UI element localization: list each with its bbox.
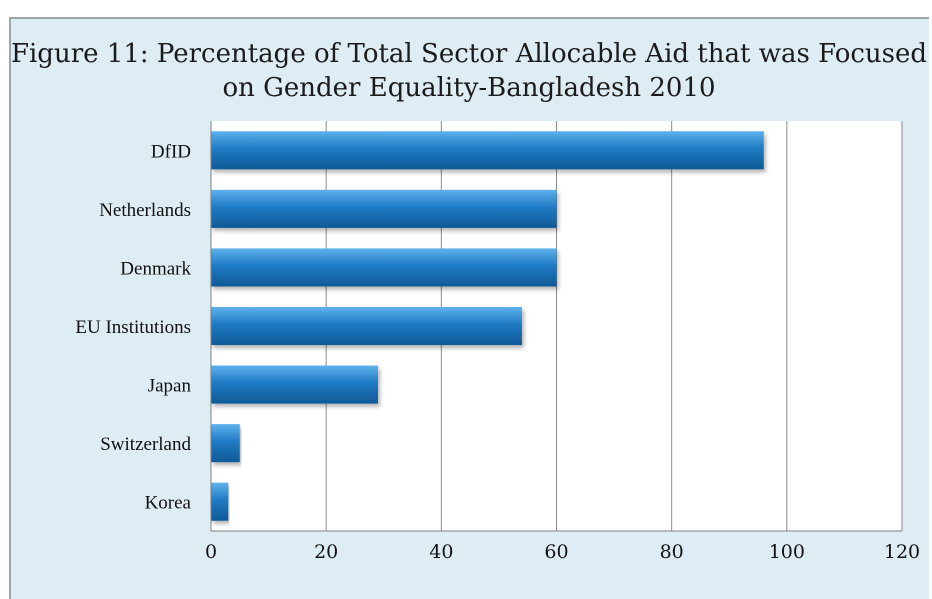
tick-labels: 0 20 40 60 80 100 120 — [205, 541, 920, 563]
bar-netherlands — [211, 189, 557, 228]
bar-switzerland — [211, 424, 240, 463]
category-labels: DfID Netherlands Denmark EU Institutions Jap… — [75, 141, 191, 513]
x-tick-label: 80 — [660, 541, 684, 563]
bar-denmark — [211, 248, 557, 287]
chart-title: Figure 11: Percentage of Total Sector Al… — [10, 39, 928, 103]
x-tick-label: 0 — [205, 541, 217, 563]
bars — [211, 131, 764, 521]
bar-eu-institutions — [211, 306, 522, 346]
x-tick-label: 100 — [769, 541, 805, 563]
category-label: DfID — [151, 141, 191, 162]
category-label: Denmark — [120, 258, 191, 279]
bar-korea — [211, 482, 229, 521]
x-tick-label: 20 — [314, 541, 338, 563]
x-tick-label: 120 — [884, 541, 920, 563]
bar-dfid — [211, 131, 764, 170]
bar-japan — [211, 365, 378, 404]
category-label: Netherlands — [99, 200, 191, 221]
category-label: EU Institutions — [75, 317, 191, 338]
x-tick-label: 60 — [544, 541, 568, 563]
category-label: Switzerland — [100, 434, 191, 455]
x-tick-label: 40 — [429, 541, 453, 563]
category-label: Korea — [145, 493, 192, 514]
category-label: Japan — [148, 376, 192, 397]
